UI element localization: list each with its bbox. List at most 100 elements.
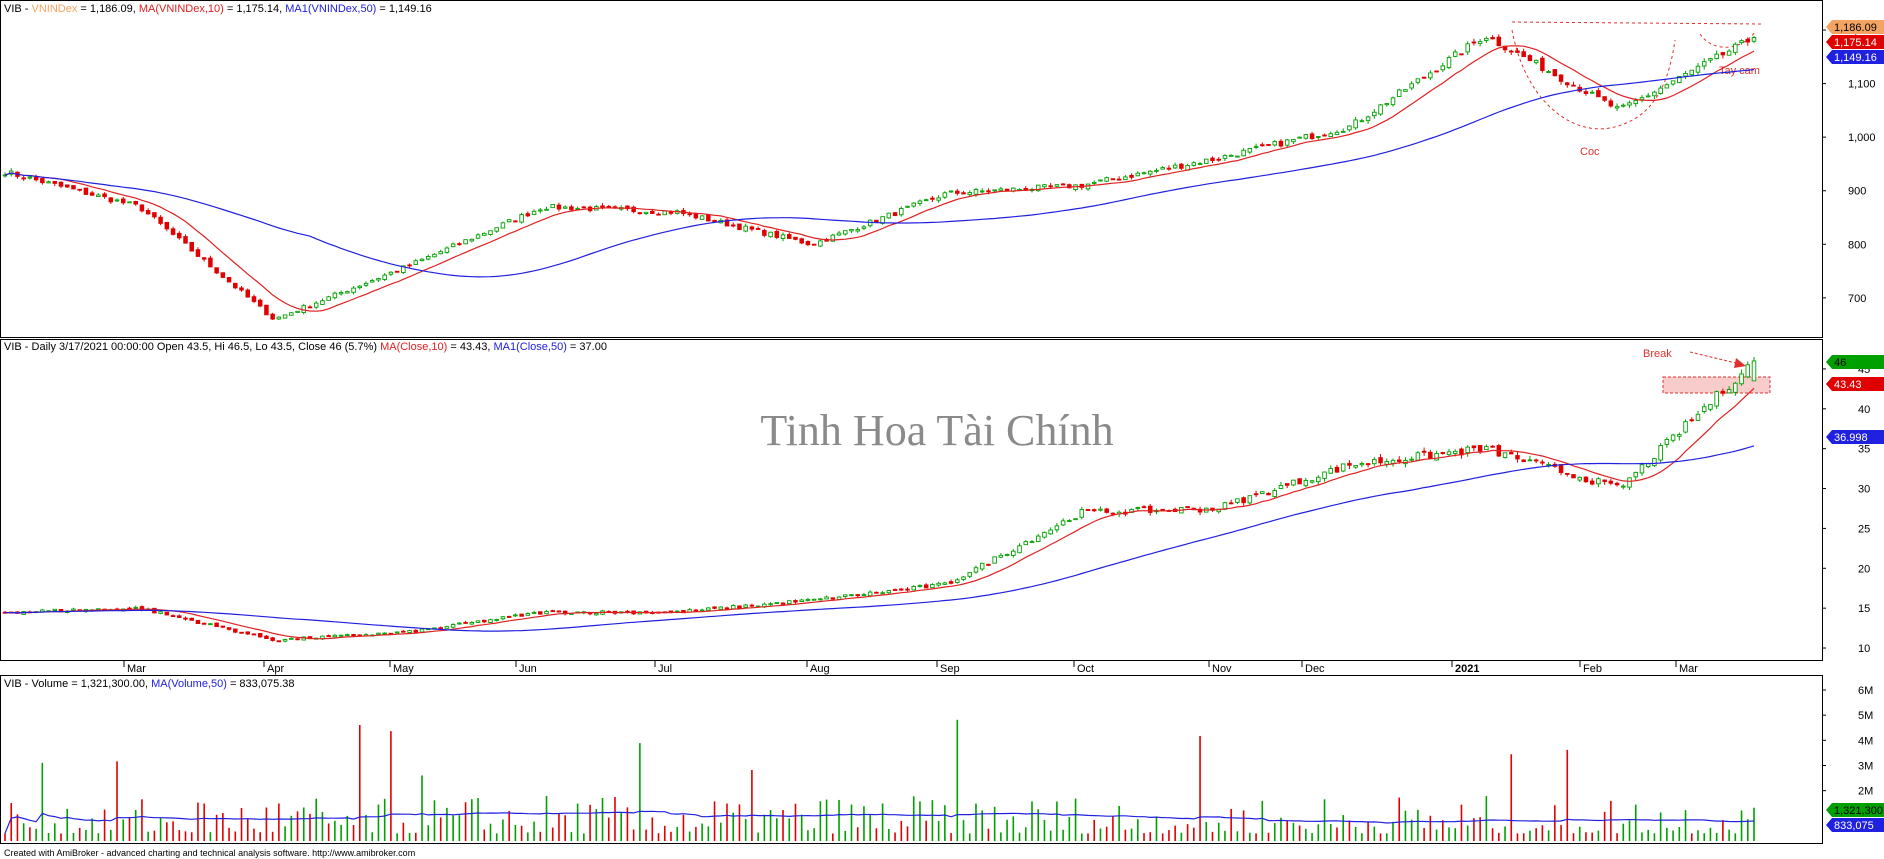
vib-candle [525,612,531,616]
vib-body [1434,452,1439,461]
vib-candle [1558,464,1564,476]
vib-candle [320,635,325,641]
vib-candle [917,584,923,588]
panel3-header: VIB - Volume = 1,321,300.00, MA(Volume,5… [4,678,294,690]
month-label: Oct [1077,663,1094,675]
vnindex-candle [164,221,170,232]
vnindex-body [1241,149,1246,157]
vib-body [1720,390,1726,394]
vib-body [239,631,244,634]
vnindex-body [1459,53,1464,56]
vnindex-body [1546,71,1551,73]
vib-candle [1235,498,1240,505]
vib-candle [861,593,867,597]
vnindex-candle [1384,103,1390,107]
month-label: Jun [519,663,537,675]
vnindex-body [388,271,394,275]
vnindex-candle [923,198,929,202]
vnindex-body [1042,184,1047,188]
vnindex-candle [886,212,892,219]
vnindex-body [786,234,792,239]
vib-body [1739,373,1744,385]
vnindex-ma10-tag: 1,175.14 [1834,37,1877,49]
vib-candle [1048,527,1053,535]
vnindex-candle [1160,165,1165,170]
vnindex-candle [1471,38,1477,46]
vnindex-candle [1658,85,1663,95]
vib-body [1291,479,1296,486]
vib-body [1372,458,1377,465]
vnindex-body [780,234,786,239]
vnindex-body [77,188,82,191]
vib-body [1515,455,1520,460]
vib-body [1695,413,1701,421]
vnindex-body [768,231,773,238]
vnindex-candle [1372,109,1377,119]
vib-body [201,622,207,625]
vib-body [270,637,275,641]
month-label: Aug [810,663,830,675]
vib-body [1509,452,1514,455]
vib-candle [1415,451,1421,461]
vib-body [338,634,344,637]
vnindex-candle [1614,103,1620,112]
vnindex-body [979,190,985,193]
vnindex-body [170,228,176,235]
vnindex-candle [1708,57,1713,63]
vnindex-candle [867,219,873,228]
vib-body [737,605,742,609]
vib-body [1683,421,1688,433]
vnindex-body [755,228,761,230]
vnindex-body [1148,170,1153,175]
vib-candle [513,613,518,617]
vnindex-candle [8,168,14,177]
vnindex-candle [581,206,587,209]
vnindex-candle [961,190,966,195]
vnindex-body [1284,139,1290,146]
vnindex-candle [656,212,661,216]
vnindex-body [1291,138,1296,143]
vib-body [351,634,356,637]
vnindex-candle [538,207,543,214]
vnindex-candle [544,206,549,211]
vib-candle [1054,522,1060,533]
vib-body [345,634,350,637]
vnindex-body [482,232,487,236]
vib-candle [482,619,487,624]
vib-candle [1197,506,1203,516]
vib-body [1658,445,1663,461]
vib-candle [899,587,904,592]
vnindex-body [899,208,904,216]
vib-candle [195,619,201,625]
vnindex-candle [482,232,487,236]
vnindex-body [749,226,755,230]
vib-body [867,591,873,597]
vnindex-body [71,185,76,190]
vib-body [488,619,493,623]
vnindex-body [855,229,860,232]
vib-body [1627,477,1632,488]
vib-body [749,604,755,607]
vnindex-body [1123,176,1128,181]
vib-body [892,589,898,591]
cup-handle-annotation: Coc Tay cam [1511,21,1763,158]
vnindex-candle [1452,49,1458,58]
vnindex-body [457,243,462,246]
vnindex-body [1751,37,1757,42]
vnindex-body [1446,56,1452,69]
vib-body [208,623,213,626]
vnindex-body [830,234,836,242]
vnindex-candle [793,236,798,241]
vnindex-body [177,232,182,239]
vnindex-body [905,205,910,208]
vnindex-candle [1334,130,1340,135]
vnindex-body [1228,154,1234,157]
vnindex-candle [631,205,636,214]
breakout-annotation: Break [1643,348,1771,394]
vnindex-body [357,285,363,289]
break-arrow-line [1689,351,1741,365]
vib-body [1415,452,1421,461]
p3-ma50-value: = 833,075.38 [227,678,295,690]
vib-body [780,602,786,605]
vnindex-body [351,287,356,293]
